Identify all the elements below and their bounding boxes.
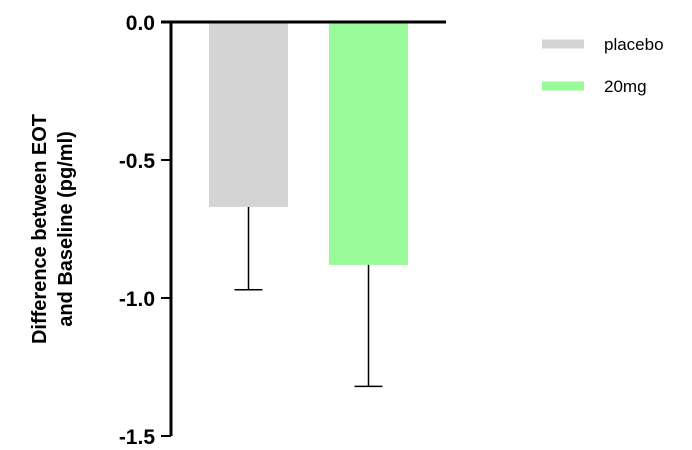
legend: placebo 20mg	[542, 35, 664, 96]
axes	[161, 20, 446, 436]
y-tick-label: -0.5	[119, 150, 156, 173]
y-axis-title-line-1: Difference between EOT	[29, 114, 51, 344]
bar-placebo	[209, 22, 288, 207]
y-tick-label: 0.0	[126, 12, 155, 35]
legend-swatch	[542, 81, 584, 91]
legend-label: placebo	[604, 35, 664, 54]
bars	[209, 22, 408, 388]
legend-swatch	[542, 39, 584, 49]
y-tick-label: -1.5	[119, 426, 156, 449]
bar-20mg	[329, 22, 408, 265]
y-axis-title-line-2: and Baseline (pg/ml)	[55, 131, 77, 327]
y-tick-label: -1.0	[119, 288, 155, 311]
y-axis-title: Difference between EOT and Baseline (pg/…	[29, 114, 77, 344]
y-axis-ticks: 0.0 -0.5 -1.0 -1.5	[119, 12, 171, 449]
legend-label: 20mg	[604, 77, 647, 96]
